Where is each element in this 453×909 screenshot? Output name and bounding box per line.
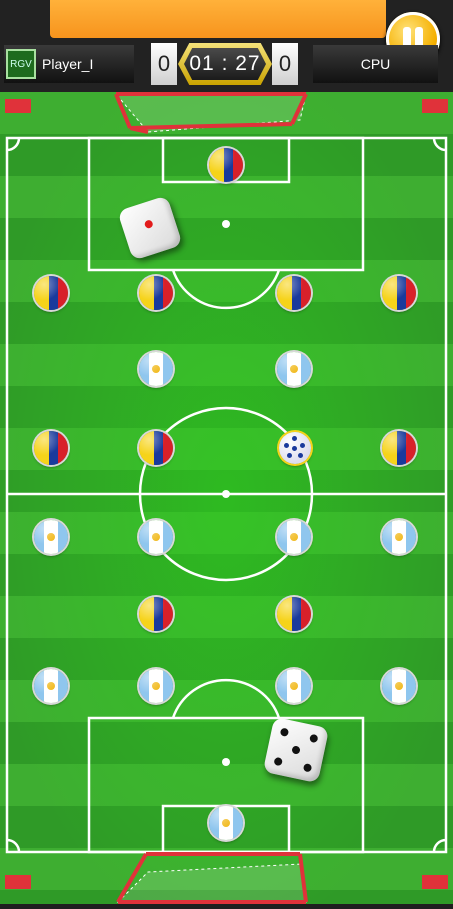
colombia-player-piece[interactable] <box>34 431 68 465</box>
colombia-player-piece[interactable] <box>277 597 311 631</box>
opponent-panel: CPU <box>313 45 438 83</box>
power-bar <box>50 0 386 38</box>
die-pip <box>273 756 283 767</box>
argentina-player-piece[interactable] <box>382 669 416 703</box>
top-bar: RGV Player_I 0 01 : 27 0 CPU <box>0 0 453 92</box>
bottom-goal <box>116 852 308 904</box>
colombia-player-piece[interactable] <box>139 431 173 465</box>
argentina-player-piece[interactable] <box>277 352 311 386</box>
player-name: Player_I <box>42 56 94 72</box>
argentina-player-piece[interactable] <box>139 352 173 386</box>
opponent-name: CPU <box>360 56 391 72</box>
argentina-goalkeeper-piece[interactable] <box>209 806 243 840</box>
timer-text: 01 : 27 <box>184 48 266 80</box>
argentina-player-piece[interactable] <box>34 669 68 703</box>
die-pip <box>291 745 301 755</box>
colombia-player-piece[interactable] <box>277 276 311 310</box>
argentina-player-piece[interactable] <box>34 520 68 554</box>
timer: 01 : 27 <box>178 43 272 85</box>
pitch-graphic <box>0 92 453 904</box>
player-panel: RGV Player_I <box>4 45 134 83</box>
die-pip <box>302 763 313 773</box>
top-goal <box>114 92 308 134</box>
argentina-player-piece[interactable] <box>139 520 173 554</box>
colombia-player-piece[interactable] <box>209 148 243 182</box>
soccer-ball[interactable] <box>279 432 311 464</box>
colombia-player-piece[interactable] <box>34 276 68 310</box>
die-pip <box>279 727 290 737</box>
argentina-player-piece[interactable] <box>277 669 311 703</box>
player-score: 0 <box>151 43 177 85</box>
colombia-player-piece[interactable] <box>382 276 416 310</box>
player-die[interactable] <box>262 716 330 784</box>
argentina-player-piece[interactable] <box>277 520 311 554</box>
player-avatar: RGV <box>6 49 36 79</box>
colombia-player-piece[interactable] <box>382 431 416 465</box>
die-pip <box>143 219 154 230</box>
die-pip <box>309 733 319 744</box>
soccer-field[interactable] <box>0 92 453 904</box>
argentina-player-piece[interactable] <box>139 669 173 703</box>
opponent-score: 0 <box>272 43 298 85</box>
colombia-player-piece[interactable] <box>139 597 173 631</box>
colombia-player-piece[interactable] <box>139 276 173 310</box>
argentina-player-piece[interactable] <box>382 520 416 554</box>
